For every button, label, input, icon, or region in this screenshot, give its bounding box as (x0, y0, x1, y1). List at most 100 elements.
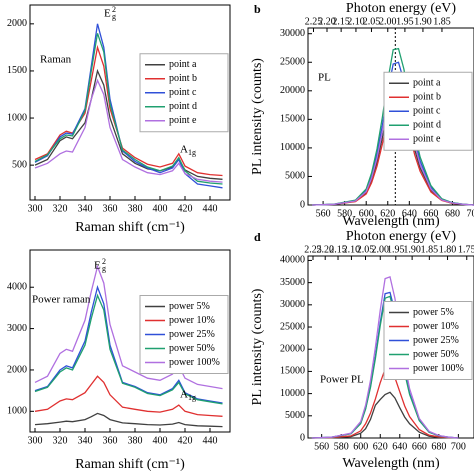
x2-tick-label: 2.10 (343, 244, 361, 255)
y-tick-label: 0 (300, 432, 305, 443)
legend-label: point c (169, 87, 197, 98)
legend-label: power 50% (169, 343, 215, 354)
x-tick-label: 360 (103, 203, 118, 214)
y-tick-label: 1500 (7, 65, 27, 76)
x-tick-label: 560 (316, 208, 331, 219)
x2-tick-label: 2.20 (318, 16, 336, 27)
x-tick-label: 600 (359, 208, 374, 219)
legend-label: point a (169, 59, 197, 70)
x-tick-label: 360 (103, 435, 118, 446)
x-tick-label: 300 (28, 203, 43, 214)
x2-tick-label: 2.05 (363, 16, 381, 27)
x2-tick-label: 1.90 (414, 16, 432, 27)
series-line (34, 264, 223, 390)
series-line (311, 391, 459, 439)
x-tick-label: 440 (203, 435, 218, 446)
legend-label: power 5% (413, 307, 454, 318)
x-tick-label: 560 (314, 441, 329, 452)
series-line (34, 375, 223, 417)
x-tick-label: 380 (128, 435, 143, 446)
x-tick-label: 700 (451, 441, 466, 452)
x2-tick-label: 2.10 (347, 16, 365, 27)
x-tick-label: 340 (78, 203, 93, 214)
y-tick-label: 2000 (7, 364, 27, 375)
y-tick-label: 20000 (280, 344, 305, 355)
y-tick-label: 0 (300, 199, 305, 210)
x-tick-label: 300 (28, 435, 43, 446)
panel-label: d (254, 230, 261, 244)
annotation-sup: 2 (112, 5, 116, 14)
annotation: PL (318, 72, 331, 84)
x-tick-label: 320 (53, 435, 68, 446)
y-tick-label: 5000 (285, 171, 305, 182)
y-tick-label: 35000 (280, 277, 305, 288)
x2-tick-label: 1.85 (433, 16, 451, 27)
x2-tick-label: 2.15 (329, 244, 347, 255)
series-line (34, 293, 223, 405)
annotation-sub: g (102, 264, 106, 273)
annotation: Power raman (32, 294, 91, 306)
x-tick-label: 640 (392, 441, 407, 452)
y-tick-label: 30000 (280, 28, 305, 39)
plot-frame (307, 255, 474, 439)
legend-label: point c (413, 106, 441, 117)
legend-label: point b (413, 92, 441, 103)
x2-tick-label: 2.15 (332, 16, 350, 27)
legend-label: point e (413, 134, 441, 145)
x-tick-label: 320 (53, 203, 68, 214)
x-tick-label: 400 (153, 203, 168, 214)
x-tick-label: 580 (334, 441, 349, 452)
x2-tick-label: 2.25 (304, 244, 322, 255)
x-axis-label: Raman shift (cm⁻¹) (75, 220, 185, 235)
x-tick-label: 640 (402, 208, 417, 219)
x2-axis-label: Photon energy (eV) (346, 229, 456, 244)
y-tick-label: 25000 (280, 57, 305, 68)
y-axis-label: PL intensity (counts) (250, 288, 265, 405)
x-tick-label: 380 (128, 203, 143, 214)
legend-label: power 10% (413, 321, 459, 332)
y-tick-label: 15000 (280, 114, 305, 125)
legend-label: power 10% (169, 315, 215, 326)
series-line (312, 47, 474, 206)
legend-label: power 100% (169, 357, 220, 368)
y-tick-label: 2000 (7, 18, 27, 29)
plot-frame (307, 27, 474, 206)
x-tick-label: 440 (203, 203, 218, 214)
x-tick-label: 700 (467, 208, 474, 219)
annotation-sub: 1g (188, 393, 196, 402)
x-axis-label: Raman shift (cm⁻¹) (75, 457, 185, 472)
x-tick-label: 680 (445, 208, 460, 219)
x-tick-label: 420 (178, 435, 193, 446)
y-tick-label: 15000 (280, 366, 305, 377)
y-tick-label: 500 (12, 159, 27, 170)
x-tick-label: 340 (78, 435, 93, 446)
plot-frame (29, 4, 231, 201)
x-tick-label: 620 (380, 208, 395, 219)
x-tick-label: 400 (153, 435, 168, 446)
x-tick-label: 680 (431, 441, 446, 452)
y-tick-label: 30000 (280, 299, 305, 310)
panel-label: b (254, 2, 261, 16)
x-tick-label: 620 (373, 441, 388, 452)
annotation: A (180, 144, 188, 156)
x-tick-label: 420 (178, 203, 193, 214)
legend-label: point b (169, 73, 197, 84)
x2-tick-label: 1.75 (458, 244, 474, 255)
x2-tick-label: 2.05 (357, 244, 375, 255)
legend-box (139, 53, 229, 133)
legend-label: power 25% (169, 329, 215, 340)
annotation: E (94, 260, 101, 272)
series-line (34, 412, 223, 428)
x-tick-label: 660 (423, 208, 438, 219)
x-axis-label: Wavelength (nm) (342, 214, 440, 229)
x2-tick-label: 2.00 (379, 16, 397, 27)
x2-tick-label: 1.85 (421, 244, 439, 255)
legend-label: power 25% (413, 335, 459, 346)
x2-tick-label: 1.90 (403, 244, 421, 255)
y-tick-label: 1000 (7, 406, 27, 417)
legend-label: point e (169, 115, 197, 126)
x-tick-label: 600 (353, 441, 368, 452)
y-tick-label: 3000 (7, 323, 27, 334)
annotation-sub: 1g (188, 148, 196, 157)
